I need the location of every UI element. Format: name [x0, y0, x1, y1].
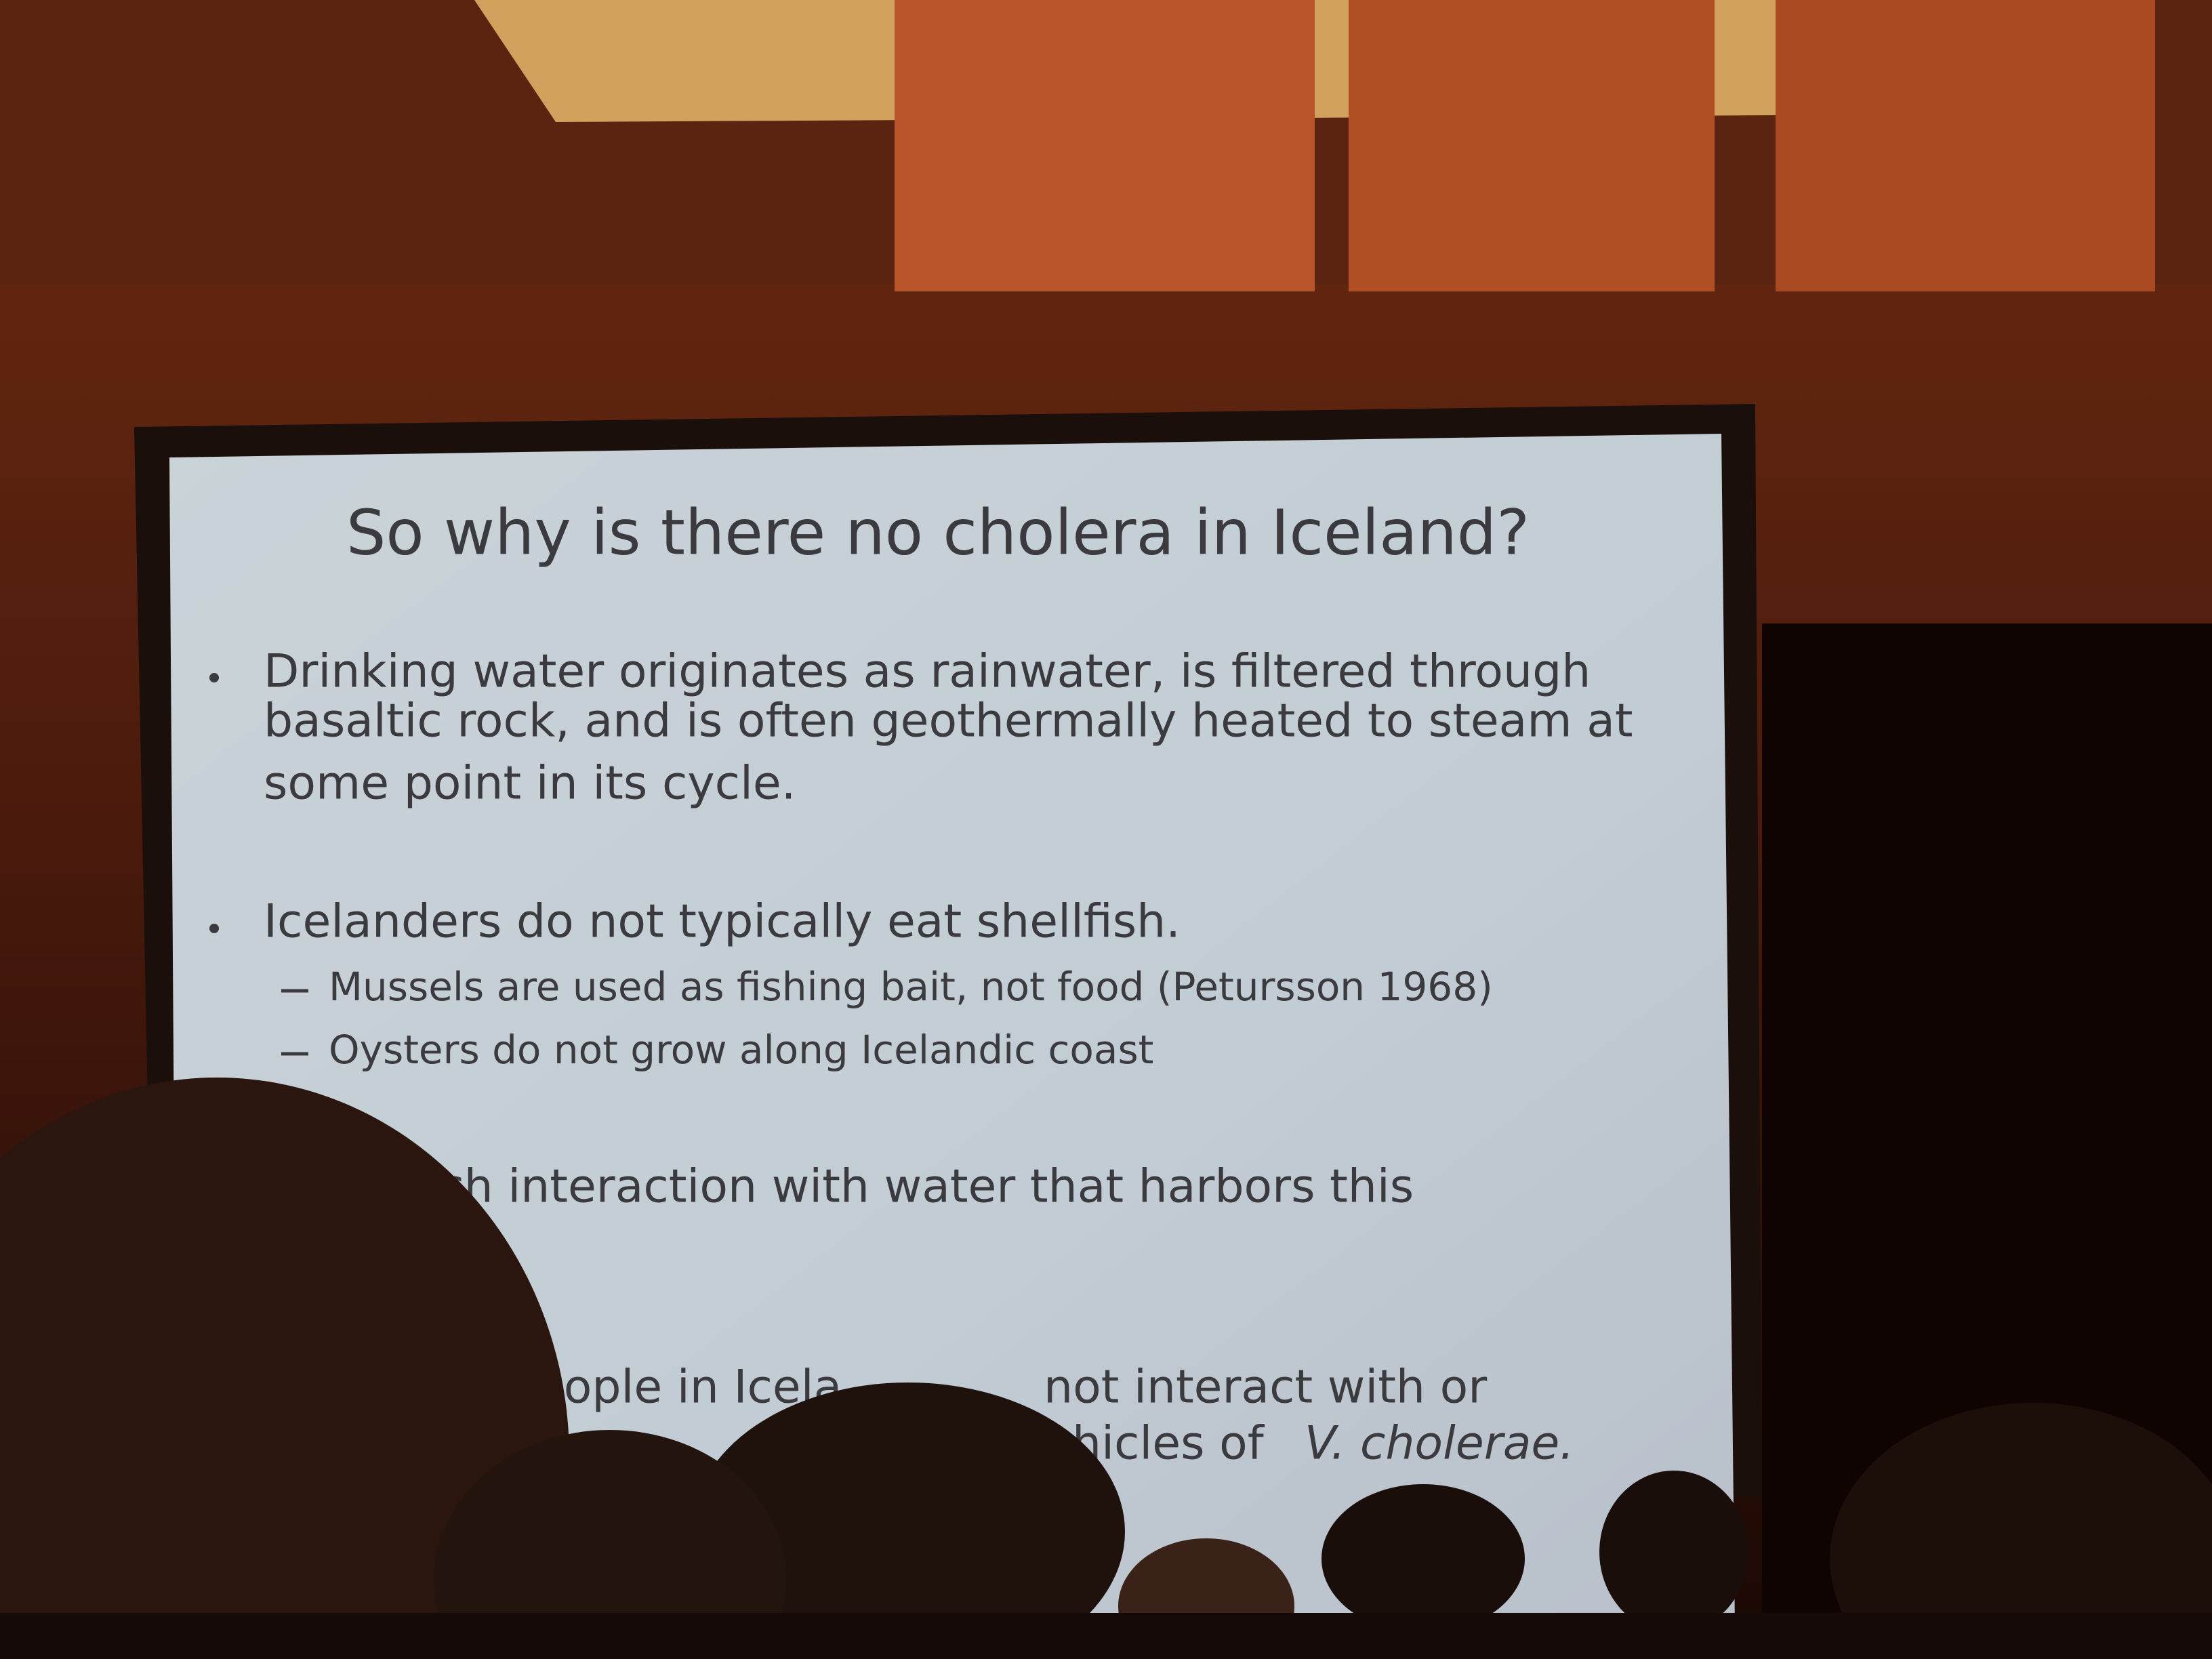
ceiling-fixture — [1776, 0, 2155, 291]
bullet-text: basaltic rock, and is often geothermally… — [264, 695, 1633, 748]
bullet-text: Icelanders do not typically eat shellfis… — [264, 895, 1181, 949]
bullet — [209, 673, 219, 682]
ceiling-fixture — [1349, 0, 1715, 291]
bullet-fragment: V. cholerae. — [1305, 1417, 1574, 1471]
audience-head — [1599, 1471, 1748, 1633]
slide — [169, 434, 1735, 1654]
bullet-text: Drinking water originates as rainwater, … — [264, 645, 1591, 699]
audience-head — [691, 1382, 1125, 1659]
subitem-text: Oysters do not grow along Icelandic coas… — [329, 1027, 1153, 1073]
ceiling-fixture — [895, 0, 1315, 291]
bullet — [209, 924, 219, 933]
audience-head — [0, 1078, 569, 1659]
audience-head — [434, 1430, 786, 1659]
audience-head — [1322, 1484, 1525, 1633]
audience-head — [1830, 1403, 2212, 1659]
bullet-text: some point in its cycle. — [264, 757, 796, 811]
audience — [0, 1613, 2212, 1659]
subitem-text: Mussels are used as fishing bait, not fo… — [329, 964, 1493, 1010]
bullet-fragment: hicles of — [1072, 1417, 1265, 1471]
bullet-fragment: not interact with or — [1044, 1361, 1487, 1414]
bullet-text: ot much interaction with water that harb… — [304, 1160, 1414, 1214]
slide-title: So why is there no cholera in Iceland? — [346, 496, 1530, 569]
